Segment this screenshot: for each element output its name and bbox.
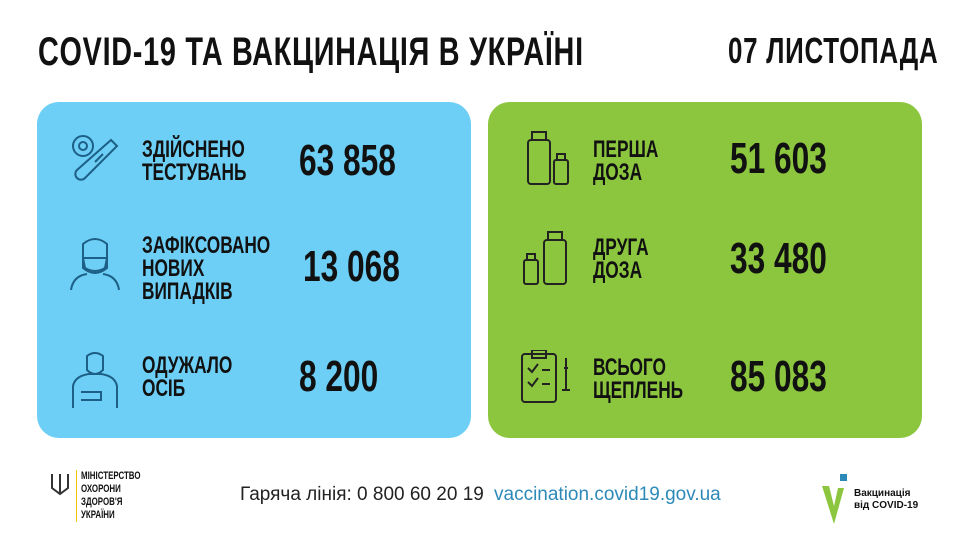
label-line: ДОЗА xyxy=(593,257,643,284)
v-logo-icon xyxy=(822,474,847,524)
vaccination-logo: Вакцинація від COVID-19 xyxy=(820,474,918,531)
stat-value: 33 480 xyxy=(730,234,827,283)
vacc-logo-line: від COVID-19 xyxy=(854,500,919,511)
clipboard-syringe-icon xyxy=(521,350,570,403)
cases-panel: ЗДІЙСНЕНО ТЕСТУВАНЬ 63 858 ЗАФІКСОВАНО НОВ… xyxy=(37,102,471,438)
website-link[interactable]: vaccination.covid19.gov.ua xyxy=(494,484,721,505)
trident-icon xyxy=(51,474,69,496)
label-line: ОСІБ xyxy=(142,375,186,402)
ministry-line: ЗДОРОВ'Я xyxy=(81,496,123,508)
page-title: COVID-19 ТА ВАКЦИНАЦІЯ В УКРАЇНІ xyxy=(38,30,584,74)
vaccine-vials-icon xyxy=(523,231,567,285)
vacc-logo-line: Вакцинація xyxy=(854,488,911,499)
label-line: ДОЗА xyxy=(593,159,643,186)
masked-person-icon xyxy=(70,238,120,290)
ministry-line: УКРАЇНИ xyxy=(81,509,115,521)
ministry-line: ОХОРОНИ xyxy=(81,483,121,495)
stat-value: 63 858 xyxy=(299,136,396,185)
stat-value: 8 200 xyxy=(299,352,379,401)
label-line: ВИПАДКІВ xyxy=(142,278,233,305)
label-line: ТЕСТУВАНЬ xyxy=(142,159,247,186)
date: 07 ЛИСТОПАДА xyxy=(728,30,939,71)
recovered-person-icon xyxy=(72,352,118,408)
ministry-line: МІНІСТЕРСТВО xyxy=(81,470,141,482)
label-line: ЗДІЙСНЕНО xyxy=(142,136,245,163)
label-line: НОВИХ xyxy=(142,255,205,282)
label-line: ЗАФІКСОВАНО xyxy=(142,232,271,259)
stat-value: 85 083 xyxy=(730,352,827,401)
vaccination-panel: ПЕРША ДОЗА 51 603 ДРУГА ДОЗА 33 480 ВСЬОГО… xyxy=(488,102,922,438)
hotline: Гаряча лінія: 0 800 60 20 19 xyxy=(240,484,484,505)
label-line: ПЕРША xyxy=(593,136,659,163)
test-tube-virus-icon xyxy=(72,135,119,181)
stat-value: 51 603 xyxy=(730,134,827,183)
label-line: ЩЕПЛЕНЬ xyxy=(593,377,684,404)
label-line: ОДУЖАЛО xyxy=(142,352,233,379)
vaccine-vials-icon xyxy=(527,131,569,185)
label-line: ДРУГА xyxy=(593,234,649,261)
stat-value: 13 068 xyxy=(303,242,400,291)
label-line: ВСЬОГО xyxy=(593,354,666,381)
